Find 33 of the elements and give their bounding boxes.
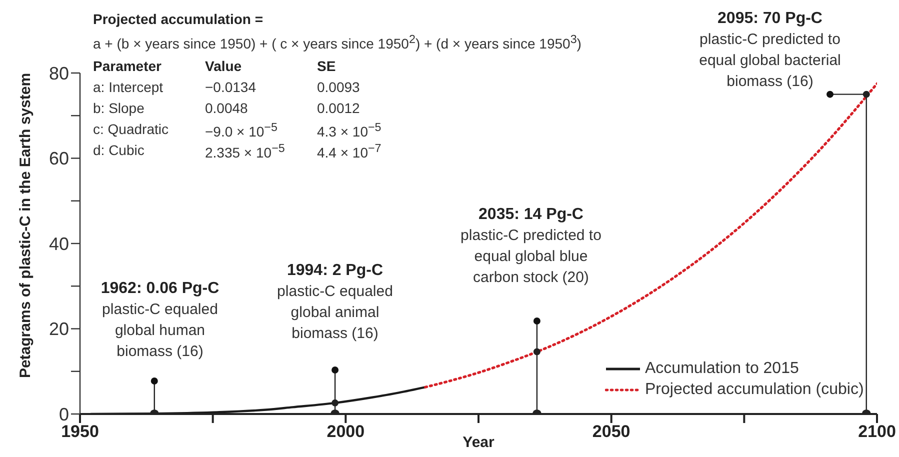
annotation: c: Quadratic	[93, 121, 168, 137]
annotation: Parameter	[93, 58, 162, 74]
y-tick-label: 20	[48, 319, 69, 340]
annotation: 2035: 14 Pg-C plastic-C predicted to equal global blue carbon stock (20)	[460, 205, 602, 288]
x-tick-label: 2000	[326, 422, 365, 442]
y-tick-label: 0	[58, 404, 69, 424]
annotation: −9.0 × 10$^{−5}$	[205, 121, 278, 140]
x-tick-label: 2100	[858, 422, 896, 442]
annotation: a: Intercept	[93, 79, 164, 95]
annotation: 4.3 × 10$^{−5}$	[317, 121, 382, 140]
annotation: SE	[317, 58, 336, 74]
annotation: 2.335 × 10$^{−5}$	[205, 142, 285, 161]
annotation: d: Cubic	[93, 142, 144, 158]
text: Projected accumulation =	[93, 11, 263, 27]
x-axis-title: Year	[462, 434, 495, 451]
annotation: −0.0134	[205, 79, 256, 95]
text: a + (b × years since 1950) + ( c × years since 1950$^{2}$) + (d × years since 1950$^{3}$)	[93, 33, 582, 52]
annotation: 0.0093	[317, 79, 360, 95]
y-tick-label: 40	[48, 234, 69, 254]
y-axis-title: Petagrams of plastic-C in the Earth system	[16, 72, 34, 378]
annotation: 4.4 × 10$^{−7}$	[317, 142, 382, 161]
annotation: Value	[205, 58, 242, 74]
legend-label: Accumulation to 2015	[645, 360, 799, 378]
legend-label: Projected accumulation (cubic)	[645, 380, 864, 398]
annotation: 0.0012	[317, 100, 360, 116]
annotation: 2095: 70 Pg-C plastic-C predicted to equal global bacterial biomass (16)	[698, 9, 842, 92]
annotation: b: Slope	[93, 100, 144, 116]
y-tick-label: 60	[48, 148, 69, 169]
annotation: 1994: 2 Pg-C plastic-C equaled global animal biomass (16)	[276, 261, 394, 344]
y-tick-label: 80	[48, 63, 69, 84]
x-tick-label: 2050	[592, 422, 630, 442]
x-tick-label: 1950	[61, 422, 99, 442]
annotation: 0.0048	[205, 100, 248, 116]
